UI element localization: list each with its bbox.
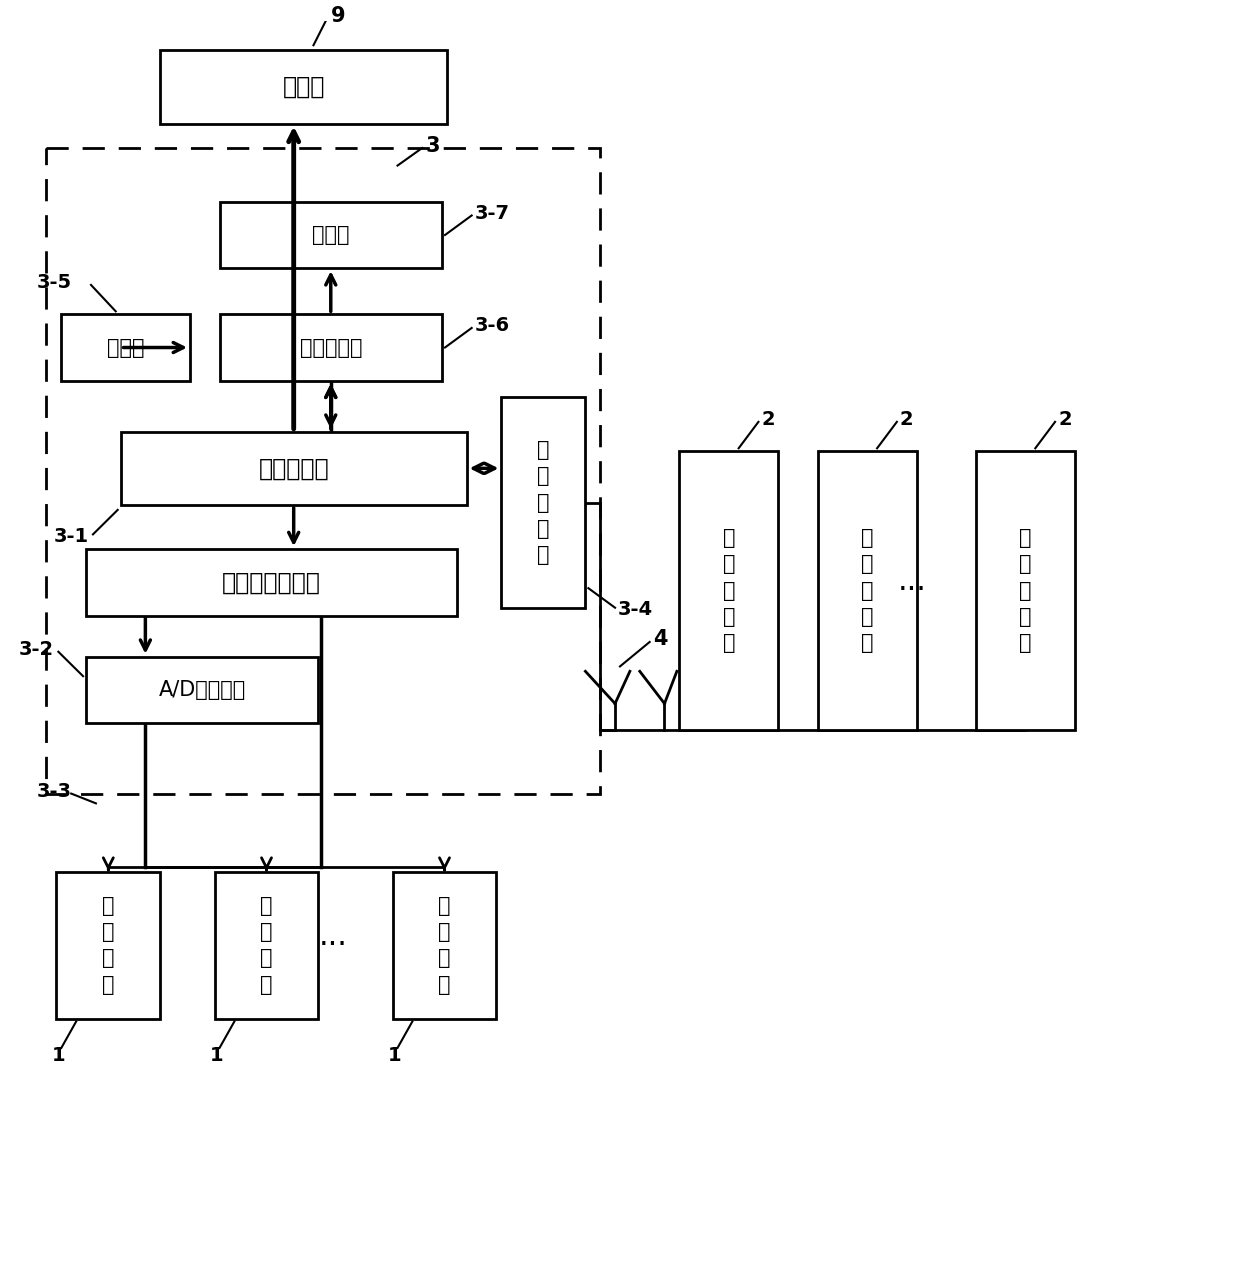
Text: 显示器: 显示器 bbox=[312, 225, 350, 244]
Bar bbox=[219, 201, 441, 269]
Text: 3-1: 3-1 bbox=[53, 527, 88, 546]
Text: 3-2: 3-2 bbox=[19, 640, 53, 659]
Text: 1: 1 bbox=[51, 1046, 64, 1066]
Bar bbox=[86, 657, 319, 723]
Text: 温
感
元
件: 温 感 元 件 bbox=[260, 896, 273, 994]
Text: 2: 2 bbox=[1058, 410, 1071, 429]
Text: ···: ··· bbox=[319, 931, 347, 960]
Bar bbox=[86, 549, 456, 616]
Text: 3-4: 3-4 bbox=[618, 600, 653, 619]
Text: 3: 3 bbox=[425, 136, 440, 157]
Text: 9: 9 bbox=[331, 6, 346, 25]
Text: 4: 4 bbox=[652, 629, 667, 649]
Bar bbox=[160, 50, 446, 123]
Text: 指示灯: 指示灯 bbox=[107, 337, 144, 358]
Bar bbox=[817, 451, 916, 729]
Text: ···: ··· bbox=[898, 577, 926, 605]
Bar bbox=[393, 872, 496, 1018]
Text: 3-5: 3-5 bbox=[37, 274, 72, 293]
Bar bbox=[120, 432, 466, 505]
Bar bbox=[56, 872, 160, 1018]
Text: 2: 2 bbox=[900, 410, 914, 429]
Bar bbox=[46, 148, 600, 793]
Text: 超
声
温
感
器: 超 声 温 感 器 bbox=[861, 528, 873, 653]
Bar bbox=[501, 397, 585, 607]
Bar bbox=[680, 451, 779, 729]
Text: 1: 1 bbox=[388, 1046, 402, 1066]
Text: 上位机: 上位机 bbox=[283, 75, 325, 99]
Bar bbox=[219, 314, 441, 381]
Text: 温
度
读
取
器: 温 度 读 取 器 bbox=[537, 439, 549, 565]
Bar bbox=[976, 451, 1075, 729]
Text: 2: 2 bbox=[761, 410, 775, 429]
Text: 3-6: 3-6 bbox=[475, 317, 510, 336]
Text: 3-3: 3-3 bbox=[37, 782, 72, 801]
Text: 温
感
元
件: 温 感 元 件 bbox=[102, 896, 114, 994]
Bar bbox=[215, 872, 319, 1018]
Text: 脉冲处理器: 脉冲处理器 bbox=[300, 337, 362, 358]
Bar bbox=[61, 314, 190, 381]
Text: A/D转换模块: A/D转换模块 bbox=[159, 680, 246, 700]
Text: 中央处理器: 中央处理器 bbox=[258, 456, 329, 480]
Text: 3-7: 3-7 bbox=[475, 204, 510, 223]
Text: 数字信号处理器: 数字信号处理器 bbox=[222, 570, 321, 594]
Text: 1: 1 bbox=[210, 1046, 223, 1066]
Text: 温
感
元
件: 温 感 元 件 bbox=[438, 896, 450, 994]
Text: 超
声
温
感
器: 超 声 温 感 器 bbox=[1019, 528, 1032, 653]
Text: 超
声
温
感
器: 超 声 温 感 器 bbox=[723, 528, 735, 653]
